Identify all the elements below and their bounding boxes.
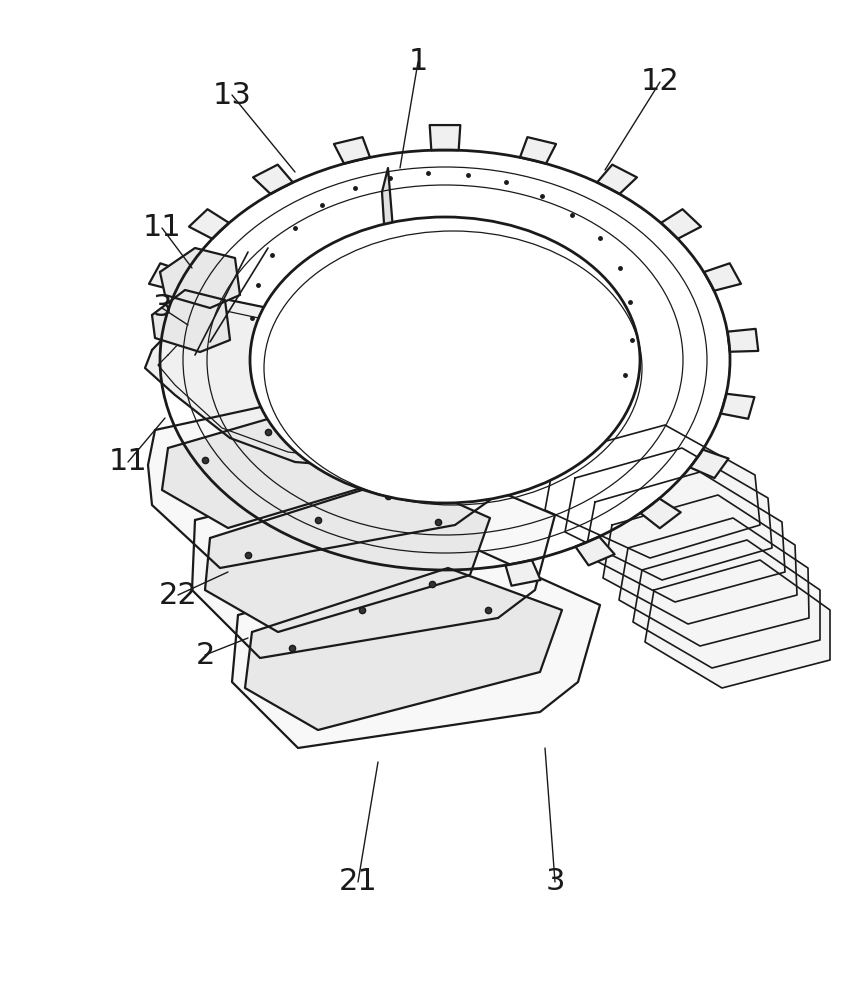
Text: 11: 11 bbox=[143, 214, 182, 242]
Polygon shape bbox=[192, 462, 555, 658]
Ellipse shape bbox=[160, 150, 730, 570]
Polygon shape bbox=[145, 295, 395, 468]
Polygon shape bbox=[645, 560, 830, 688]
Polygon shape bbox=[703, 263, 741, 291]
Polygon shape bbox=[641, 498, 681, 528]
Polygon shape bbox=[597, 165, 637, 194]
Polygon shape bbox=[565, 448, 772, 580]
Text: 3: 3 bbox=[545, 867, 565, 896]
Polygon shape bbox=[334, 137, 370, 164]
Polygon shape bbox=[253, 165, 293, 194]
Polygon shape bbox=[160, 248, 240, 308]
Text: 11: 11 bbox=[108, 448, 147, 477]
Polygon shape bbox=[661, 209, 701, 239]
Polygon shape bbox=[205, 478, 490, 632]
Text: 13: 13 bbox=[213, 81, 251, 109]
Text: 12: 12 bbox=[641, 68, 679, 97]
Polygon shape bbox=[149, 263, 186, 291]
Text: 3: 3 bbox=[152, 294, 171, 322]
Polygon shape bbox=[152, 290, 230, 352]
Polygon shape bbox=[575, 537, 615, 565]
Polygon shape bbox=[382, 168, 400, 318]
Polygon shape bbox=[728, 329, 759, 352]
Polygon shape bbox=[245, 568, 562, 730]
Polygon shape bbox=[232, 550, 600, 748]
Polygon shape bbox=[619, 518, 809, 646]
Polygon shape bbox=[505, 560, 541, 586]
Polygon shape bbox=[721, 394, 754, 419]
Polygon shape bbox=[189, 209, 229, 239]
Polygon shape bbox=[545, 425, 760, 558]
Polygon shape bbox=[162, 398, 415, 528]
Polygon shape bbox=[585, 472, 785, 602]
Text: 22: 22 bbox=[158, 580, 197, 609]
Polygon shape bbox=[430, 125, 461, 150]
Polygon shape bbox=[148, 380, 510, 568]
Text: 21: 21 bbox=[338, 867, 377, 896]
Polygon shape bbox=[690, 450, 728, 478]
Text: 2: 2 bbox=[195, 641, 214, 670]
Polygon shape bbox=[633, 540, 820, 668]
Polygon shape bbox=[520, 137, 556, 164]
Polygon shape bbox=[603, 495, 797, 624]
Ellipse shape bbox=[250, 217, 640, 503]
Text: 1: 1 bbox=[408, 47, 428, 77]
